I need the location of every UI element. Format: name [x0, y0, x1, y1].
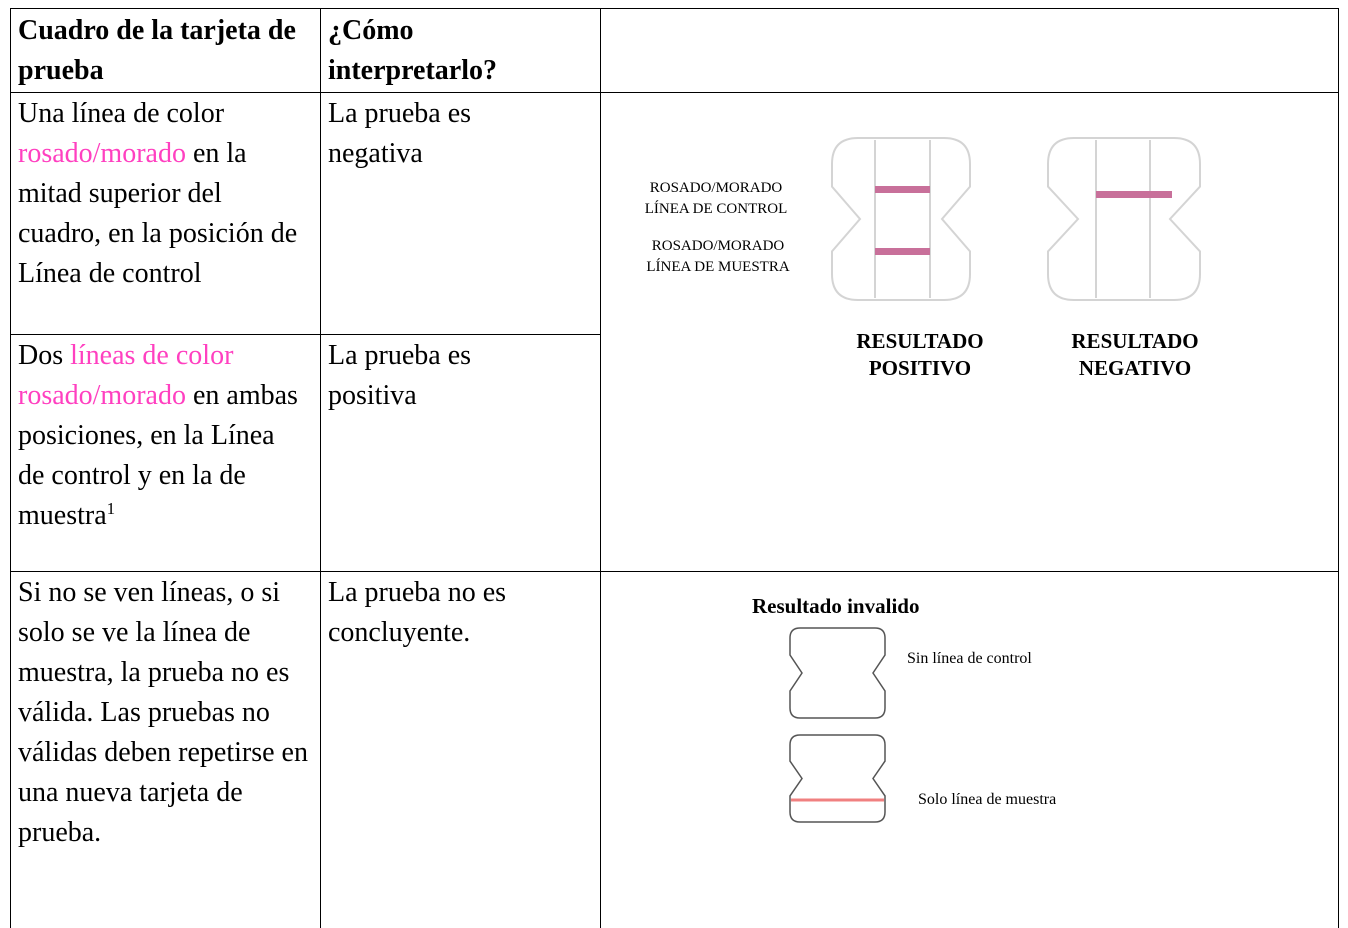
label: ROSADO/MORADO [650, 180, 783, 196]
label: LÍNEA DE MUESTRA [646, 258, 789, 275]
sample-line [875, 248, 930, 255]
text: Una línea de color [18, 98, 225, 129]
invalid-title: Resultado invalido [752, 594, 919, 618]
label: ROSADO/MORADO [652, 238, 785, 254]
border [320, 8, 321, 928]
border [10, 8, 11, 928]
card-cell: Si no se ven líneas, o si solo se ve la … [10, 573, 316, 853]
cassettes [789, 137, 1201, 823]
label: POSITIVO [869, 356, 971, 380]
cassette [1047, 137, 1201, 301]
border [10, 334, 601, 335]
cassette [789, 734, 886, 823]
control-line [1096, 191, 1172, 198]
label: RESULTADO [1071, 329, 1198, 353]
header-cell: Cuadro de la tarjeta de prueba [18, 15, 296, 86]
card-cell: Dos líneas de color rosado/morado en amb… [10, 336, 310, 536]
control-line [875, 186, 930, 193]
interpretation-cell: La prueba es positiva [328, 340, 472, 411]
result-labels: ROSADO/MORADO LÍNEA DE CONTROL ROSADO/MO… [645, 180, 790, 275]
result-titles: RESULTADO POSITIVO RESULTADO NEGATIVO [856, 329, 1198, 380]
footnote: 1 [106, 499, 116, 518]
text: Si no se ven líneas, o si solo se ve la … [18, 577, 308, 848]
interpretation-cell: La prueba no es concluyente. [328, 577, 507, 648]
label: NEGATIVO [1079, 356, 1191, 380]
border [10, 8, 1339, 9]
label: Solo línea de muestra [918, 791, 1056, 808]
text-highlight: rosado/morado [18, 138, 186, 169]
border [10, 571, 1339, 572]
text: Dos [18, 340, 71, 371]
interpretation-cell: La prueba es negativa [328, 98, 472, 169]
header-cell: ¿Cómo interpretarlo? [328, 15, 497, 86]
border [600, 8, 601, 928]
text: en la mitad superior del cuadro, en la p… [18, 138, 298, 289]
text: en ambas posiciones, en la Línea de cont… [18, 380, 298, 531]
border [10, 92, 1339, 93]
label: Sin línea de control [907, 650, 1032, 667]
cassette [831, 137, 971, 301]
card-cell: Una línea de color rosado/morado en la m… [10, 94, 316, 294]
label: LÍNEA DE CONTROL [645, 200, 788, 217]
cassette [789, 627, 886, 719]
text-highlight: líneas de color rosado/morado [18, 340, 234, 411]
border [1338, 8, 1339, 928]
label: RESULTADO [856, 329, 983, 353]
